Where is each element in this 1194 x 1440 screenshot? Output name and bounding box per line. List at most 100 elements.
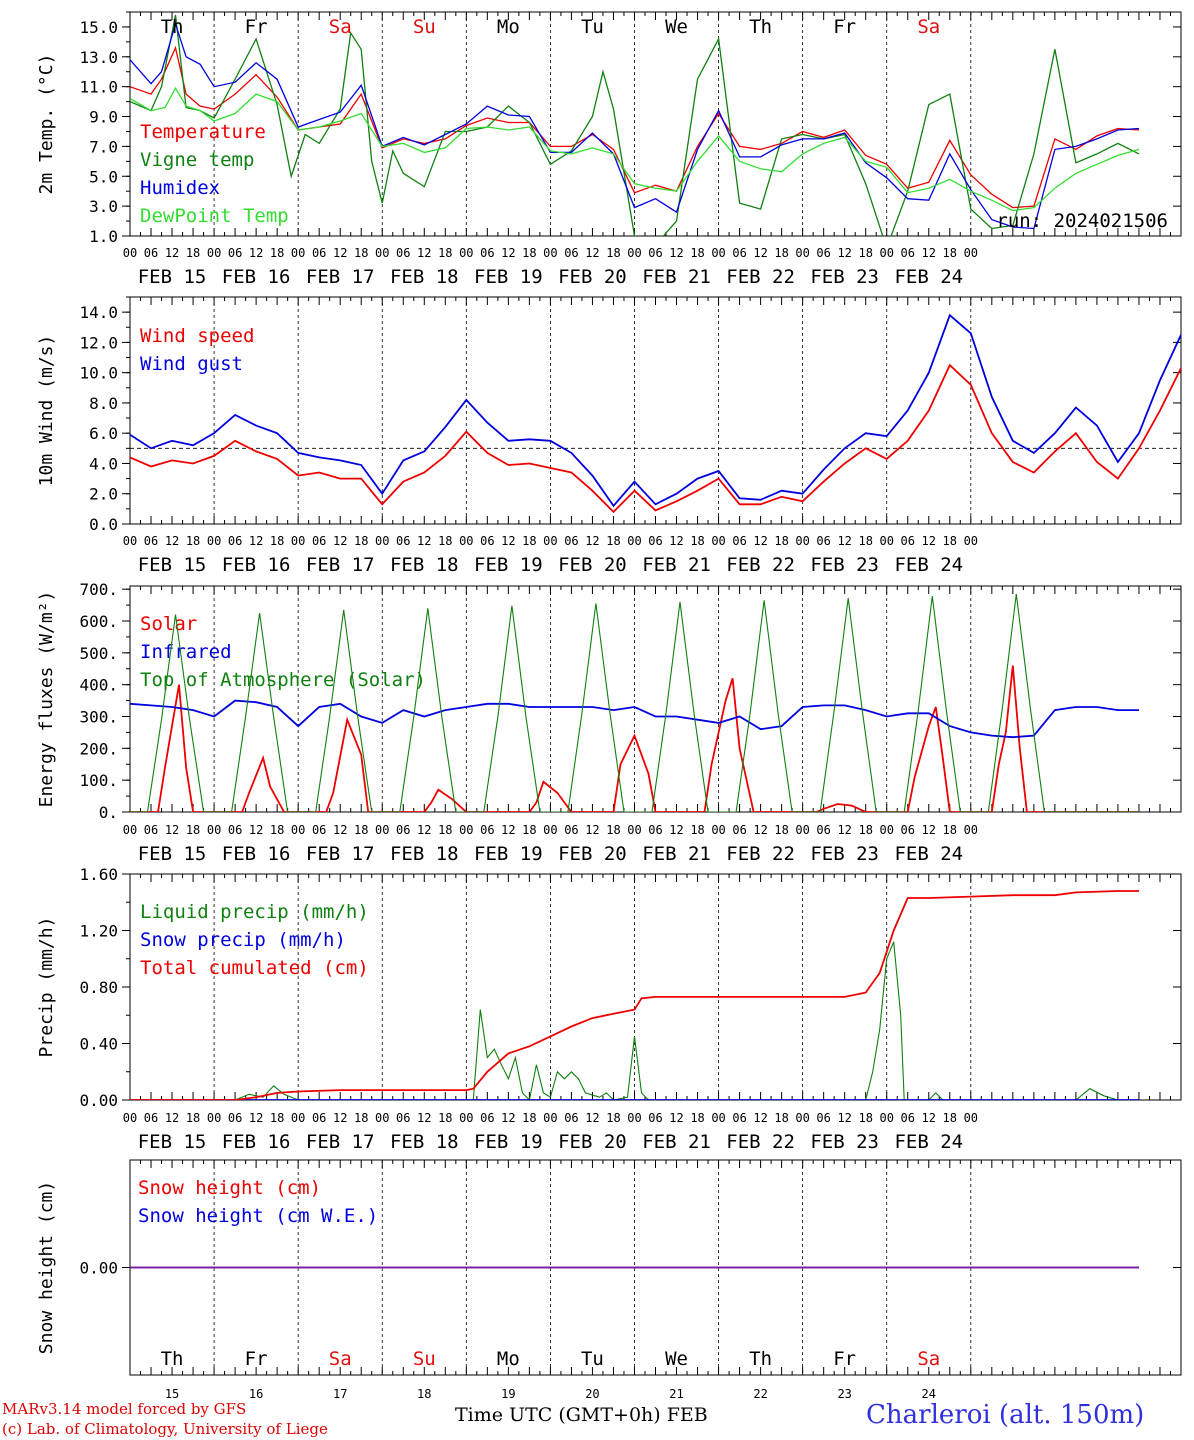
hour-tick-label: 18 — [186, 246, 200, 260]
hour-tick-label: 06 — [816, 823, 830, 837]
hour-tick-label: 12 — [249, 246, 263, 260]
hour-tick-label: 12 — [165, 534, 179, 548]
hour-tick-label: 18 — [943, 823, 957, 837]
x-axis-title: Time UTC (GMT+0h) FEB — [455, 1404, 708, 1426]
hour-tick-label: 00 — [291, 823, 305, 837]
panel-frame-1 — [129, 11, 1182, 237]
hour-tick-label: 18 — [270, 823, 284, 837]
hour-tick-label: 18 — [186, 534, 200, 548]
day-name-label: Mo — [497, 16, 520, 38]
legend-entry: Snow precip (mm/h) — [140, 929, 346, 951]
hour-tick-label: 00 — [627, 534, 641, 548]
hour-tick-label: 12 — [585, 823, 599, 837]
hour-tick-label: 18 — [354, 246, 368, 260]
day-name-label: Sa — [917, 16, 940, 38]
legend-entry: Snow height (cm) — [138, 1177, 321, 1199]
day-name-label: We — [665, 1348, 688, 1370]
day-number-label: 22 — [753, 1387, 767, 1401]
date-label: FEB 21 — [642, 554, 711, 576]
day-number-label: 18 — [417, 1387, 431, 1401]
hour-tick-label: 06 — [648, 1111, 662, 1125]
hour-tick-label: 06 — [312, 534, 326, 548]
date-label: FEB 23 — [810, 554, 879, 576]
hour-tick-label: 18 — [690, 246, 704, 260]
hour-tick-label: 12 — [333, 1111, 347, 1125]
hour-tick-label: 18 — [774, 246, 788, 260]
y-tick-label: 0.00 — [79, 1091, 118, 1110]
hour-tick-label: 12 — [501, 823, 515, 837]
hour-tick-label: 00 — [627, 1111, 641, 1125]
date-label: FEB 22 — [726, 266, 795, 288]
y-tick-label: 4.0 — [89, 454, 118, 473]
station-name: Charleroi (alt. 150m) — [866, 1400, 1145, 1430]
y-tick-label: 9.0 — [89, 108, 118, 127]
hour-tick-label: 06 — [564, 823, 578, 837]
y-tick-label: 10.0 — [79, 364, 118, 383]
y-tick-label: 0.80 — [79, 978, 118, 997]
hour-tick-label: 06 — [732, 246, 746, 260]
hour-tick-label: 18 — [690, 823, 704, 837]
hour-tick-label: 12 — [333, 534, 347, 548]
date-label: FEB 23 — [810, 843, 879, 865]
hour-tick-label: 18 — [522, 534, 536, 548]
hour-tick-label: 00 — [291, 246, 305, 260]
hour-tick-label: 06 — [396, 534, 410, 548]
hour-tick-label: 18 — [606, 1111, 620, 1125]
y-tick-label: 14.0 — [79, 303, 118, 322]
hour-tick-label: 00 — [123, 246, 137, 260]
series-line-top-of-atmosphere-solar- — [130, 593, 1139, 812]
hour-tick-label: 12 — [585, 534, 599, 548]
hour-tick-label: 18 — [354, 823, 368, 837]
hour-tick-label: 00 — [795, 823, 809, 837]
y-tick-label: 700. — [79, 580, 118, 599]
date-label: FEB 22 — [726, 1131, 795, 1153]
hour-tick-label: 12 — [501, 246, 515, 260]
day-number-label: 15 — [165, 1387, 179, 1401]
hour-tick-label: 06 — [732, 823, 746, 837]
hour-tick-label: 18 — [943, 534, 957, 548]
hour-tick-label: 06 — [564, 1111, 578, 1125]
legend-entry: Vigne temp — [140, 149, 254, 171]
y-axis-label: 2m Temp. (°C) — [36, 54, 57, 195]
legend-entry: Snow height (cm W.E.) — [138, 1205, 378, 1227]
hour-tick-label: 06 — [312, 246, 326, 260]
hour-tick-label: 06 — [564, 534, 578, 548]
date-label: FEB 19 — [474, 266, 543, 288]
date-label: FEB 20 — [558, 266, 627, 288]
hour-tick-label: 12 — [753, 534, 767, 548]
hour-tick-label: 18 — [943, 246, 957, 260]
hour-tick-label: 12 — [922, 534, 936, 548]
hour-tick-label: 00 — [291, 534, 305, 548]
hour-tick-label: 06 — [816, 534, 830, 548]
date-label: FEB 15 — [138, 266, 207, 288]
hour-tick-label: 18 — [438, 246, 452, 260]
hour-tick-label: 18 — [774, 534, 788, 548]
hour-tick-label: 06 — [144, 246, 158, 260]
hour-tick-label: 00 — [711, 823, 725, 837]
day-name-label: Fr — [833, 16, 856, 38]
date-label: FEB 24 — [894, 1131, 963, 1153]
hour-tick-label: 12 — [585, 1111, 599, 1125]
hour-tick-label: 06 — [144, 823, 158, 837]
series-line-infrared — [130, 699, 1139, 739]
day-name-label: We — [665, 16, 688, 38]
hour-tick-label: 12 — [922, 823, 936, 837]
hour-tick-label: 12 — [249, 1111, 263, 1125]
y-tick-label: 100. — [79, 771, 118, 790]
hour-tick-label: 00 — [459, 1111, 473, 1125]
day-number-label: 21 — [669, 1387, 683, 1401]
hour-tick-label: 00 — [543, 823, 557, 837]
hour-tick-label: 00 — [795, 246, 809, 260]
hour-tick-label: 06 — [901, 823, 915, 837]
hour-tick-label: 00 — [964, 534, 978, 548]
hour-tick-label: 06 — [648, 246, 662, 260]
hour-tick-label: 00 — [543, 534, 557, 548]
y-tick-label: 2.0 — [89, 485, 118, 504]
hour-tick-label: 18 — [690, 534, 704, 548]
hour-tick-label: 00 — [711, 534, 725, 548]
day-name-label: Fr — [833, 1348, 856, 1370]
y-tick-label: 1.0 — [89, 227, 118, 246]
run-label: run: 2024021506 — [996, 210, 1168, 232]
date-label: FEB 19 — [474, 843, 543, 865]
hour-tick-label: 00 — [879, 534, 893, 548]
